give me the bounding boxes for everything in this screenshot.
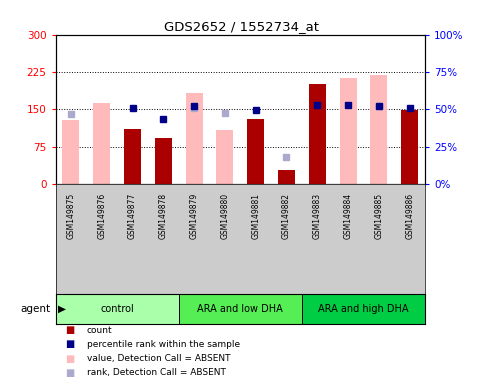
Text: rank, Detection Call = ABSENT: rank, Detection Call = ABSENT bbox=[87, 368, 226, 377]
Bar bbox=[62, 121, 79, 184]
Bar bbox=[56, 294, 179, 324]
Text: GSM149885: GSM149885 bbox=[374, 193, 384, 239]
Text: ▶: ▶ bbox=[58, 304, 66, 314]
Text: ■: ■ bbox=[65, 354, 74, 364]
Text: ■: ■ bbox=[65, 368, 74, 378]
Bar bbox=[302, 294, 425, 324]
Text: GDS2652 / 1552734_at: GDS2652 / 1552734_at bbox=[164, 20, 319, 33]
Text: ■: ■ bbox=[65, 325, 74, 335]
Text: ARA and high DHA: ARA and high DHA bbox=[318, 304, 409, 314]
Text: ARA and low DHA: ARA and low DHA bbox=[198, 304, 283, 314]
Bar bbox=[401, 111, 418, 184]
Bar bbox=[124, 129, 141, 184]
Text: GSM149875: GSM149875 bbox=[67, 193, 75, 239]
Text: GSM149886: GSM149886 bbox=[405, 193, 414, 239]
Bar bbox=[370, 76, 387, 184]
Bar bbox=[179, 294, 302, 324]
Bar bbox=[247, 119, 264, 184]
Text: GSM149876: GSM149876 bbox=[97, 193, 106, 239]
Bar bbox=[309, 84, 326, 184]
Text: GSM149880: GSM149880 bbox=[220, 193, 229, 239]
Text: agent: agent bbox=[21, 304, 51, 314]
Text: GSM149884: GSM149884 bbox=[343, 193, 353, 239]
Text: value, Detection Call = ABSENT: value, Detection Call = ABSENT bbox=[87, 354, 230, 363]
Text: count: count bbox=[87, 326, 113, 335]
Bar bbox=[340, 78, 356, 184]
Text: control: control bbox=[100, 304, 134, 314]
Text: GSM149883: GSM149883 bbox=[313, 193, 322, 239]
Bar bbox=[278, 170, 295, 184]
Text: percentile rank within the sample: percentile rank within the sample bbox=[87, 340, 240, 349]
Text: GSM149881: GSM149881 bbox=[251, 193, 260, 239]
Text: ■: ■ bbox=[65, 339, 74, 349]
Bar bbox=[185, 93, 202, 184]
Text: GSM149878: GSM149878 bbox=[159, 193, 168, 239]
Bar bbox=[216, 131, 233, 184]
Text: GSM149882: GSM149882 bbox=[282, 193, 291, 239]
Bar bbox=[93, 103, 110, 184]
Text: GSM149877: GSM149877 bbox=[128, 193, 137, 239]
Text: GSM149879: GSM149879 bbox=[190, 193, 199, 239]
Bar bbox=[155, 138, 172, 184]
